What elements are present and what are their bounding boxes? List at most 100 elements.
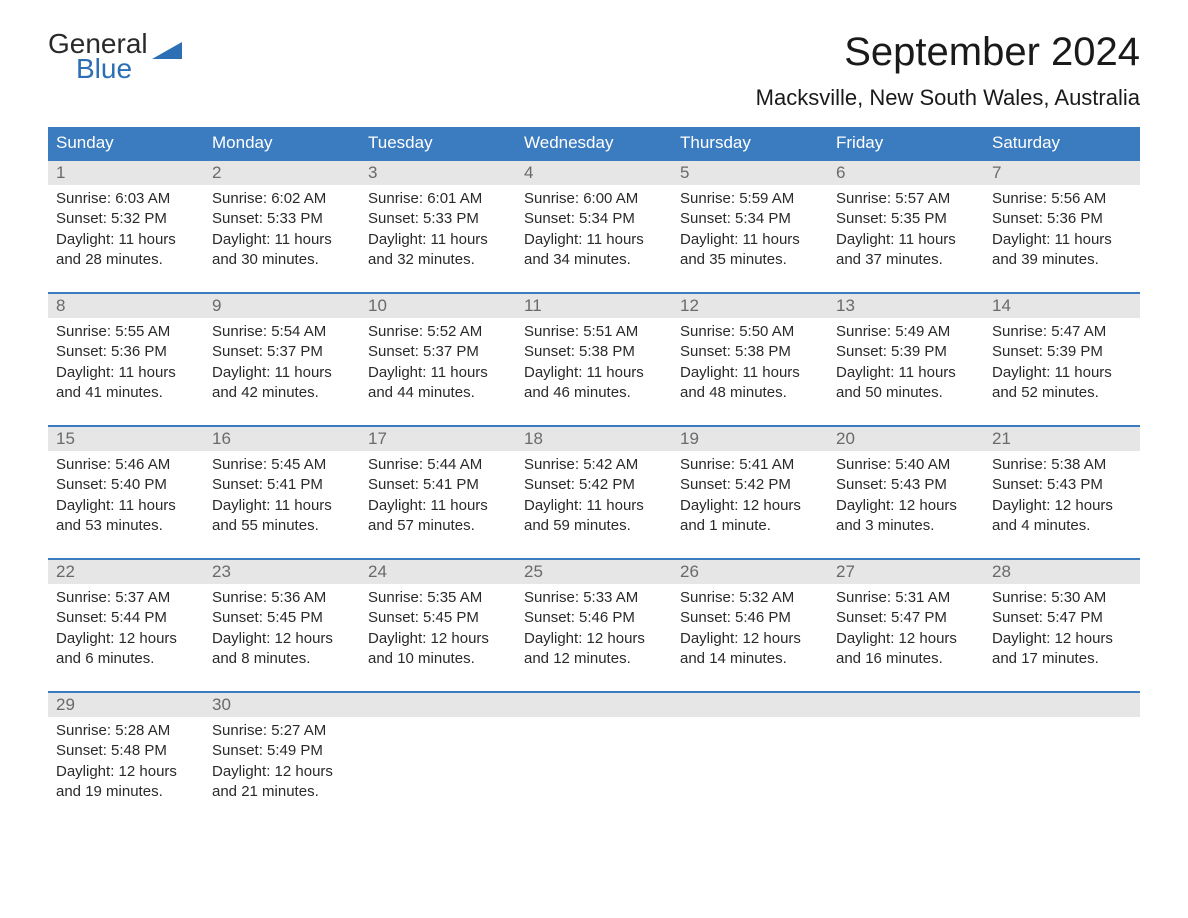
logo: General Blue bbox=[48, 30, 182, 83]
day-day1: Daylight: 11 hours bbox=[524, 496, 664, 516]
day-day2: and 21 minutes. bbox=[212, 782, 352, 802]
week-row: 22Sunrise: 5:37 AMSunset: 5:44 PMDayligh… bbox=[48, 558, 1140, 673]
day-day2: and 30 minutes. bbox=[212, 250, 352, 270]
day-number: 12 bbox=[672, 294, 828, 318]
day-day2: and 14 minutes. bbox=[680, 649, 820, 669]
day-details: Sunrise: 5:45 AMSunset: 5:41 PMDaylight:… bbox=[204, 451, 360, 540]
day-day2: and 41 minutes. bbox=[56, 383, 196, 403]
day-details: Sunrise: 6:00 AMSunset: 5:34 PMDaylight:… bbox=[516, 185, 672, 274]
day-number: 27 bbox=[828, 560, 984, 584]
day-number: 8 bbox=[48, 294, 204, 318]
day-day2: and 39 minutes. bbox=[992, 250, 1132, 270]
day-sunrise: Sunrise: 5:47 AM bbox=[992, 322, 1132, 342]
day-cell: 16Sunrise: 5:45 AMSunset: 5:41 PMDayligh… bbox=[204, 427, 360, 540]
day-day1: Daylight: 11 hours bbox=[524, 363, 664, 383]
day-sunrise: Sunrise: 5:30 AM bbox=[992, 588, 1132, 608]
day-number: 15 bbox=[48, 427, 204, 451]
day-number bbox=[672, 693, 828, 717]
day-sunset: Sunset: 5:45 PM bbox=[368, 608, 508, 628]
day-details: Sunrise: 5:33 AMSunset: 5:46 PMDaylight:… bbox=[516, 584, 672, 673]
day-day1: Daylight: 11 hours bbox=[524, 230, 664, 250]
day-day2: and 55 minutes. bbox=[212, 516, 352, 536]
day-number: 1 bbox=[48, 161, 204, 185]
week-row: 15Sunrise: 5:46 AMSunset: 5:40 PMDayligh… bbox=[48, 425, 1140, 540]
day-cell: 24Sunrise: 5:35 AMSunset: 5:45 PMDayligh… bbox=[360, 560, 516, 673]
day-number: 26 bbox=[672, 560, 828, 584]
day-sunset: Sunset: 5:34 PM bbox=[680, 209, 820, 229]
day-day1: Daylight: 12 hours bbox=[992, 629, 1132, 649]
day-day2: and 28 minutes. bbox=[56, 250, 196, 270]
day-cell: 19Sunrise: 5:41 AMSunset: 5:42 PMDayligh… bbox=[672, 427, 828, 540]
day-details: Sunrise: 5:37 AMSunset: 5:44 PMDaylight:… bbox=[48, 584, 204, 673]
day-sunset: Sunset: 5:48 PM bbox=[56, 741, 196, 761]
logo-text-block: General Blue bbox=[48, 30, 182, 83]
day-day2: and 59 minutes. bbox=[524, 516, 664, 536]
day-sunrise: Sunrise: 5:28 AM bbox=[56, 721, 196, 741]
day-day1: Daylight: 11 hours bbox=[368, 363, 508, 383]
day-details: Sunrise: 5:46 AMSunset: 5:40 PMDaylight:… bbox=[48, 451, 204, 540]
day-sunrise: Sunrise: 6:02 AM bbox=[212, 189, 352, 209]
day-header: Thursday bbox=[672, 127, 828, 159]
day-sunset: Sunset: 5:49 PM bbox=[212, 741, 352, 761]
day-sunrise: Sunrise: 5:45 AM bbox=[212, 455, 352, 475]
day-sunrise: Sunrise: 5:44 AM bbox=[368, 455, 508, 475]
day-sunrise: Sunrise: 5:42 AM bbox=[524, 455, 664, 475]
day-number: 11 bbox=[516, 294, 672, 318]
day-sunset: Sunset: 5:43 PM bbox=[836, 475, 976, 495]
day-day1: Daylight: 11 hours bbox=[56, 363, 196, 383]
day-cell bbox=[672, 693, 828, 806]
day-cell: 17Sunrise: 5:44 AMSunset: 5:41 PMDayligh… bbox=[360, 427, 516, 540]
logo-triangle-icon bbox=[152, 39, 182, 59]
day-details: Sunrise: 5:38 AMSunset: 5:43 PMDaylight:… bbox=[984, 451, 1140, 540]
day-details: Sunrise: 5:51 AMSunset: 5:38 PMDaylight:… bbox=[516, 318, 672, 407]
day-day2: and 3 minutes. bbox=[836, 516, 976, 536]
day-day2: and 19 minutes. bbox=[56, 782, 196, 802]
day-number: 13 bbox=[828, 294, 984, 318]
day-cell: 8Sunrise: 5:55 AMSunset: 5:36 PMDaylight… bbox=[48, 294, 204, 407]
weeks-container: 1Sunrise: 6:03 AMSunset: 5:32 PMDaylight… bbox=[48, 159, 1140, 806]
day-number: 22 bbox=[48, 560, 204, 584]
day-sunrise: Sunrise: 5:50 AM bbox=[680, 322, 820, 342]
day-number: 25 bbox=[516, 560, 672, 584]
day-sunset: Sunset: 5:47 PM bbox=[992, 608, 1132, 628]
day-day1: Daylight: 11 hours bbox=[212, 496, 352, 516]
day-sunrise: Sunrise: 6:03 AM bbox=[56, 189, 196, 209]
day-details: Sunrise: 5:42 AMSunset: 5:42 PMDaylight:… bbox=[516, 451, 672, 540]
day-number bbox=[828, 693, 984, 717]
day-sunrise: Sunrise: 5:51 AM bbox=[524, 322, 664, 342]
day-number: 20 bbox=[828, 427, 984, 451]
day-sunset: Sunset: 5:42 PM bbox=[524, 475, 664, 495]
day-cell: 14Sunrise: 5:47 AMSunset: 5:39 PMDayligh… bbox=[984, 294, 1140, 407]
day-details: Sunrise: 5:52 AMSunset: 5:37 PMDaylight:… bbox=[360, 318, 516, 407]
day-number: 6 bbox=[828, 161, 984, 185]
day-number: 7 bbox=[984, 161, 1140, 185]
day-cell bbox=[516, 693, 672, 806]
day-details: Sunrise: 5:57 AMSunset: 5:35 PMDaylight:… bbox=[828, 185, 984, 274]
calendar: Sunday Monday Tuesday Wednesday Thursday… bbox=[48, 127, 1140, 806]
day-cell: 10Sunrise: 5:52 AMSunset: 5:37 PMDayligh… bbox=[360, 294, 516, 407]
day-day2: and 57 minutes. bbox=[368, 516, 508, 536]
day-day2: and 53 minutes. bbox=[56, 516, 196, 536]
day-cell: 23Sunrise: 5:36 AMSunset: 5:45 PMDayligh… bbox=[204, 560, 360, 673]
day-cell: 1Sunrise: 6:03 AMSunset: 5:32 PMDaylight… bbox=[48, 161, 204, 274]
day-cell: 20Sunrise: 5:40 AMSunset: 5:43 PMDayligh… bbox=[828, 427, 984, 540]
day-details: Sunrise: 5:32 AMSunset: 5:46 PMDaylight:… bbox=[672, 584, 828, 673]
day-day1: Daylight: 11 hours bbox=[56, 496, 196, 516]
day-number bbox=[360, 693, 516, 717]
day-day1: Daylight: 12 hours bbox=[56, 629, 196, 649]
day-details: Sunrise: 5:59 AMSunset: 5:34 PMDaylight:… bbox=[672, 185, 828, 274]
day-sunset: Sunset: 5:39 PM bbox=[992, 342, 1132, 362]
day-sunrise: Sunrise: 5:54 AM bbox=[212, 322, 352, 342]
day-sunset: Sunset: 5:38 PM bbox=[680, 342, 820, 362]
day-details: Sunrise: 5:55 AMSunset: 5:36 PMDaylight:… bbox=[48, 318, 204, 407]
day-sunset: Sunset: 5:34 PM bbox=[524, 209, 664, 229]
day-cell: 12Sunrise: 5:50 AMSunset: 5:38 PMDayligh… bbox=[672, 294, 828, 407]
day-sunset: Sunset: 5:47 PM bbox=[836, 608, 976, 628]
day-day1: Daylight: 12 hours bbox=[212, 629, 352, 649]
day-number: 10 bbox=[360, 294, 516, 318]
day-sunset: Sunset: 5:41 PM bbox=[368, 475, 508, 495]
day-number: 28 bbox=[984, 560, 1140, 584]
day-cell bbox=[360, 693, 516, 806]
day-number: 30 bbox=[204, 693, 360, 717]
week-row: 29Sunrise: 5:28 AMSunset: 5:48 PMDayligh… bbox=[48, 691, 1140, 806]
